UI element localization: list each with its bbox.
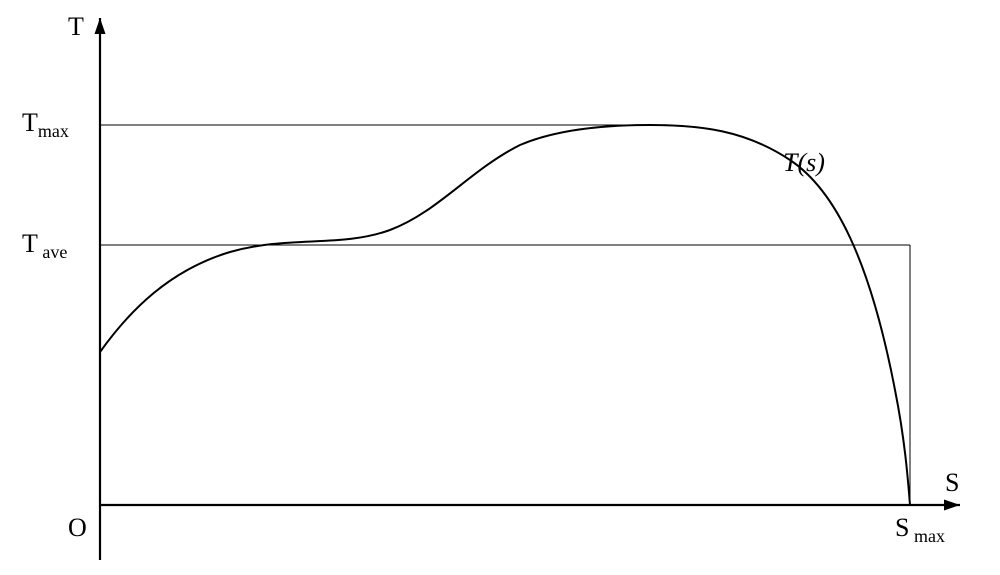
tmax-label: Tmax	[22, 108, 69, 142]
smax-label-main: S	[895, 513, 909, 542]
y-axis-label: T	[68, 12, 84, 42]
tave-label-sub: ave	[38, 242, 67, 262]
smax-label-sub: max	[909, 526, 945, 546]
x-axis-label: S	[945, 468, 959, 498]
tave-label-main: T	[22, 229, 38, 258]
chart-canvas: T S O Tmax T ave S max T(s)	[0, 0, 1000, 575]
origin-label: O	[68, 513, 87, 543]
chart-svg	[0, 0, 1000, 575]
curve-label: T(s)	[783, 148, 825, 178]
tmax-label-main: T	[22, 108, 38, 137]
y-axis-arrow	[95, 18, 106, 34]
curve-path	[100, 125, 910, 505]
tmax-label-sub: max	[38, 121, 69, 141]
tave-label: T ave	[22, 229, 67, 263]
smax-label: S max	[895, 513, 945, 547]
x-axis-arrow	[944, 500, 960, 511]
